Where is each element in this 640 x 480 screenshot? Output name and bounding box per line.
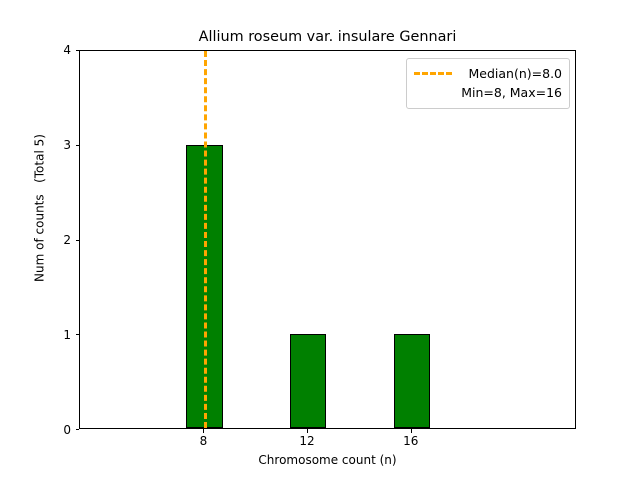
- legend-label-median: Median(n)=8.0: [468, 66, 563, 81]
- y-axis-label: Num of counts (Total 5): [32, 134, 47, 282]
- legend-label-minmax: Min=8, Max=16: [461, 85, 562, 100]
- legend-entry-minmax: Min=8, Max=16: [414, 83, 562, 102]
- dashed-line-icon: [414, 72, 452, 75]
- plot-area: [79, 50, 576, 429]
- y-tick-label-3: 3: [63, 138, 71, 152]
- x-tick-mark-8: [203, 429, 205, 433]
- x-tick-mark-16: [410, 429, 412, 433]
- y-tick-label-0: 0: [63, 423, 71, 437]
- legend: Median(n)=8.0 Min=8, Max=16: [406, 58, 570, 109]
- x-tick-label-12: 12: [299, 434, 315, 448]
- x-tick-mark-12: [307, 429, 309, 433]
- x-axis-label: Chromosome count (n): [258, 453, 397, 467]
- y-tick-mark-3: [75, 145, 79, 146]
- bar-12: [289, 333, 327, 428]
- y-tick-mark-2: [75, 240, 79, 241]
- y-tick-label-2: 2: [63, 233, 71, 247]
- y-tick-label-1: 1: [63, 328, 71, 342]
- x-tick-label-16: 16: [403, 434, 419, 448]
- chart-title: Allium roseum var. insulare Gennari: [198, 29, 457, 45]
- y-tick-label-4: 4: [63, 43, 71, 57]
- x-tick-label-8: 8: [199, 434, 208, 448]
- y-tick-mark-4: [75, 50, 79, 51]
- bar-16: [393, 333, 430, 428]
- median-line: [204, 51, 208, 428]
- y-tick-mark-0: [75, 429, 79, 430]
- y-tick-mark-1: [75, 334, 79, 335]
- legend-entry-median: Median(n)=8.0: [414, 64, 562, 83]
